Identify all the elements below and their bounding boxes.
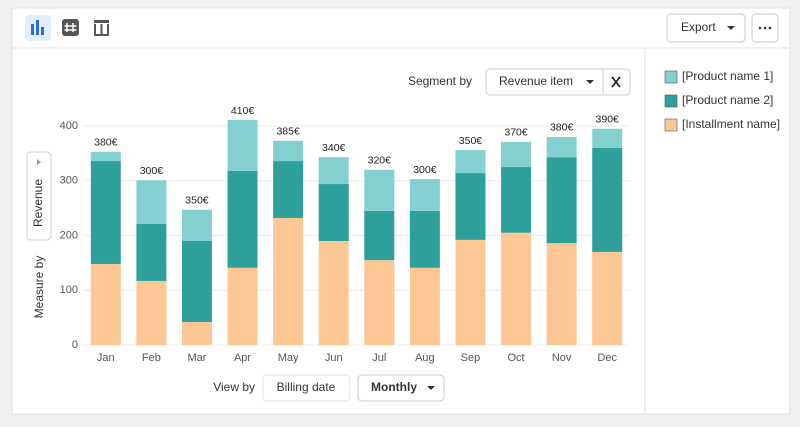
number-icon[interactable] (62, 19, 79, 36)
total-label: 390€ (596, 114, 620, 126)
bar-segment (501, 141, 532, 168)
period-dropdown[interactable]: Monthly (357, 374, 445, 402)
bar-segment (364, 210, 395, 261)
bar-segment (592, 147, 623, 252)
legend-label: [Installment name] (682, 117, 780, 131)
bar-segment (501, 232, 532, 345)
y-tick-label: 400 (60, 120, 78, 132)
bar-segment (364, 260, 395, 345)
bar-segment (501, 167, 532, 233)
segment-dropdown[interactable]: Revenue item (485, 68, 631, 96)
y-tick-label: 300 (60, 175, 78, 187)
bar-segment (227, 267, 258, 345)
bar-segment (90, 161, 121, 264)
billing-date-button[interactable]: Billing date (262, 374, 351, 402)
y-axis-label: Measure by (32, 256, 46, 319)
bar-segment (546, 243, 577, 345)
segment-value: Revenue item (499, 74, 573, 88)
bar-segment (455, 150, 486, 174)
bar-segment (273, 217, 304, 345)
x-tick-label: Feb (142, 352, 161, 364)
bar-segment (181, 322, 212, 345)
x-tick-label: Aug (415, 352, 435, 364)
bar-segment (227, 170, 258, 268)
total-label: 300€ (140, 165, 164, 177)
legend-swatch (664, 70, 678, 84)
measure-value: Revenue (31, 179, 45, 227)
y-tick-label: 0 (72, 339, 78, 351)
total-label: 350€ (459, 135, 483, 147)
bar-segment (318, 184, 349, 241)
bar-segment (364, 169, 395, 211)
bar-segment (409, 179, 440, 211)
x-tick-label: Dec (597, 352, 617, 364)
x-tick-label: Jan (97, 352, 115, 364)
more-button[interactable] (751, 13, 779, 43)
total-label: 320€ (368, 155, 392, 167)
bar-segment (90, 151, 121, 162)
legend-label: [Product name 2] (682, 93, 773, 107)
x-tick-label: Sep (461, 352, 481, 364)
bar-segment (136, 224, 167, 281)
segment-by-label: Segment by (408, 74, 472, 88)
bar-segment (136, 280, 167, 345)
bar-segment (409, 210, 440, 268)
bar-segment (136, 180, 167, 225)
total-label: 300€ (413, 164, 437, 176)
bar-segment (273, 140, 304, 162)
bar-chart-icon[interactable] (25, 15, 51, 41)
total-label: 410€ (231, 105, 255, 117)
bar-segment (592, 251, 623, 345)
bar-segment (227, 119, 258, 171)
bar-segment (273, 161, 304, 218)
measure-dropdown[interactable]: Revenue (26, 151, 52, 241)
export-button[interactable]: Export (666, 13, 746, 43)
x-tick-label: May (278, 352, 299, 364)
bar-segment (318, 157, 349, 185)
total-label: 350€ (185, 195, 209, 207)
x-tick-label: Jun (325, 352, 343, 364)
bar-segment (318, 240, 349, 345)
bar-segment (409, 267, 440, 345)
period-value: Monthly (371, 380, 417, 394)
total-label: 380€ (550, 122, 574, 134)
table-icon[interactable] (94, 20, 109, 36)
legend-swatch (664, 118, 678, 132)
billing-date: Billing date (277, 380, 336, 394)
bar-segment (181, 240, 212, 323)
export-label: Export (681, 20, 716, 34)
bar-segment (455, 239, 486, 345)
bar-segment (90, 263, 121, 345)
x-tick-label: Jul (372, 352, 386, 364)
bar-segment (181, 209, 212, 241)
bar-segment (455, 173, 486, 240)
total-label: 385€ (276, 126, 300, 138)
bar-segment (592, 128, 623, 148)
x-tick-label: Nov (552, 352, 572, 364)
x-tick-label: Apr (234, 352, 251, 364)
total-label: 380€ (94, 137, 118, 149)
bar-segment (546, 157, 577, 244)
x-tick-label: Mar (187, 352, 206, 364)
legend-label: [Product name 1] (682, 69, 773, 83)
y-tick-label: 100 (60, 284, 78, 296)
card (11, 7, 791, 415)
x-tick-label: Oct (507, 352, 524, 364)
total-label: 340€ (322, 142, 346, 154)
y-tick-label: 200 (60, 229, 78, 241)
total-label: 370€ (504, 127, 528, 139)
legend-swatch (664, 94, 678, 108)
bar-segment (546, 136, 577, 158)
view-by-label: View by (213, 380, 255, 394)
